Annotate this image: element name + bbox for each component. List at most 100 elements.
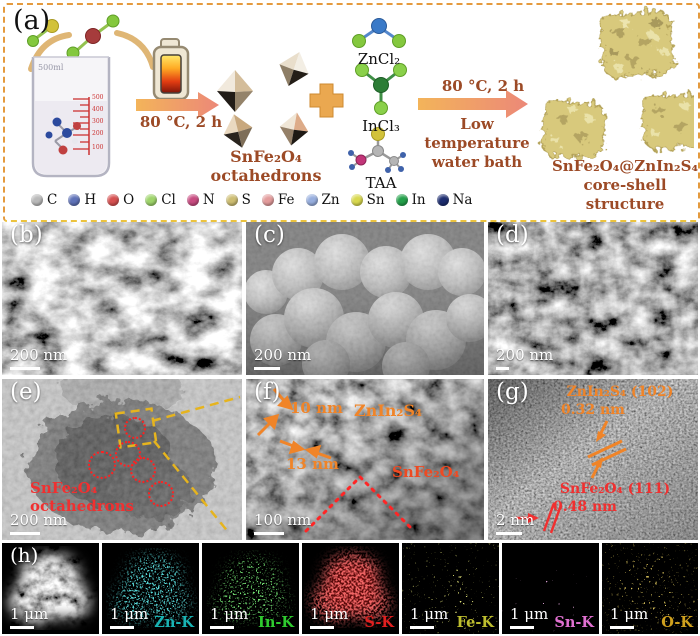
element-ball-icon	[31, 194, 43, 206]
scalebar-line	[254, 532, 284, 535]
eds-speckle-texture	[302, 543, 399, 634]
panel-e-tem-image: SnFe₂O₄ octahedrons (e) 200 nm	[2, 379, 242, 540]
stem-texture	[2, 543, 99, 634]
scalebar-line	[496, 367, 509, 370]
scalebar-text: 100 nm	[254, 511, 312, 530]
beaker-icon	[31, 56, 111, 178]
eds-map-in: 1 μm In-K	[202, 543, 299, 634]
scalebar-text: 2 nm	[496, 511, 535, 530]
panel-b-sem-image: (b) 200 nm	[2, 222, 242, 375]
water-bath-caption-line2: water bath	[431, 153, 523, 171]
lattice-mark-zn	[587, 420, 627, 479]
shell-thickness-10nm: 10 nm	[290, 399, 343, 417]
eds-map-zn: 1 μm Zn-K	[102, 543, 199, 634]
element-ball-icon	[350, 194, 363, 206]
legend-symbol: S	[241, 192, 251, 208]
beaker-tick: 500	[92, 94, 104, 101]
curved-arrow-icon	[114, 30, 156, 70]
product-core-shell-structures	[541, 10, 694, 159]
panel-g-scalebar: 2 nm	[496, 511, 535, 535]
legend-symbol: Sn	[366, 192, 385, 208]
element-ball-icon	[225, 194, 238, 206]
tile-scalebar: 1 μm	[10, 606, 48, 629]
eds-map-o: 1 μm O-K	[602, 543, 698, 634]
legend-symbol: Fe	[277, 192, 295, 208]
panel-e-scalebar: 200 nm	[10, 512, 67, 535]
zn-lattice-spacing: 0.32 nm	[561, 402, 625, 418]
scalebar-line	[254, 367, 280, 370]
beaker-tick: 400	[92, 106, 104, 113]
eds-map-s: 1 μm S-K	[302, 543, 399, 634]
panel-a-schematic: (a)	[3, 3, 700, 222]
panel-f-label: (f)	[254, 379, 281, 405]
octahedrons-icon	[217, 52, 309, 148]
scalebar-line	[610, 626, 634, 629]
tile-scalebar: 1 μm	[110, 606, 148, 629]
shell-thickness-arrows	[256, 388, 332, 460]
product-caption-line1: SnFe₂O₄@ZnIn₂S₄	[551, 157, 699, 175]
sem-texture	[488, 222, 698, 375]
panel-c-label: (c)	[254, 222, 285, 248]
panel-e-annotation-line2: octahedrons	[30, 497, 134, 515]
legend-item: C	[31, 192, 57, 208]
panel-a-label: (a)	[13, 5, 51, 36]
tem-texture	[246, 379, 484, 540]
panel-g-label: (g)	[496, 379, 529, 405]
element-map-label: O-K	[661, 614, 693, 631]
precursor-molecule-2-icon	[66, 14, 120, 60]
eds-speckle-texture	[602, 543, 698, 634]
tile-scalebar: 1 μm	[310, 605, 349, 629]
panel-c-sem-image: (c) 200 nm	[246, 222, 484, 375]
sn-lattice-spacing: 0.48 nm	[553, 499, 617, 515]
scalebar-text: 200 nm	[10, 346, 68, 365]
panel-f-scalebar: 100 nm	[254, 511, 312, 535]
element-map-label: S-K	[364, 614, 394, 631]
element-map-label: Zn-K	[154, 614, 194, 631]
legend-symbol: C	[47, 192, 58, 208]
legend-item: Fe	[261, 192, 295, 208]
scalebar-line	[310, 626, 334, 629]
legend-item: S	[225, 192, 251, 208]
legend-symbol: Na	[452, 192, 473, 208]
panel-b-label: (b)	[10, 222, 43, 248]
scalebar-line	[110, 626, 134, 629]
legend-item: In	[395, 192, 426, 208]
octahedron-marker-circle	[148, 481, 174, 507]
legend-item: H	[68, 192, 96, 208]
eds-speckle-texture	[402, 543, 499, 634]
zn-lattice-phase: ZnIn₂S₄ (102)	[566, 384, 674, 400]
shell-phase-label: ZnIn₂S₄	[354, 401, 422, 420]
scalebar-text: 1 μm	[210, 605, 249, 624]
sn-lattice-phase: SnFe₂O₄ (111)	[559, 481, 671, 497]
zncl2-label: ZnCl₂	[357, 50, 401, 68]
eds-speckle-texture	[502, 543, 599, 634]
panel-e-annotation: SnFe₂O₄ octahedrons	[30, 479, 140, 515]
panel-h-stem-image: (h) 1 μm	[2, 543, 99, 634]
scalebar-text: 1 μm	[610, 605, 649, 624]
reaction-2-conditions: 80 °C, 2 h	[441, 77, 525, 95]
element-ball-icon	[305, 194, 318, 206]
element-ball-icon	[436, 194, 449, 206]
incl3-molecule-icon	[355, 63, 407, 115]
tile-scalebar: 1 μm	[510, 606, 548, 629]
beaker-tick: 200	[92, 130, 104, 137]
element-ball-icon	[261, 194, 274, 206]
legend-symbol: Zn	[321, 192, 340, 208]
water-bath-caption-line1: Low temperature	[424, 115, 530, 152]
shell-thickness-13nm: 13 nm	[286, 455, 339, 473]
octahedrons-caption: SnFe₂O₄ octahedrons	[206, 147, 326, 185]
element-ball-icon	[186, 194, 199, 206]
scalebar-line	[10, 532, 40, 535]
element-map-label: Sn-K	[554, 614, 594, 631]
scalebar-line	[10, 367, 40, 370]
scalebar-line	[210, 626, 234, 629]
water-bath-caption: Low temperature water bath	[413, 115, 541, 172]
panel-d-scalebar: 200 nm	[496, 347, 553, 370]
tile-scalebar: 1 μm	[610, 605, 649, 629]
element-ball-icon	[107, 194, 120, 206]
taa-molecule-icon	[348, 127, 406, 173]
scalebar-text: 1 μm	[310, 605, 349, 624]
zoom-region-dashes	[114, 395, 241, 534]
product-caption: SnFe₂O₄@ZnIn₂S₄ core-shell structure	[550, 157, 700, 214]
zncl2-molecule-icon	[352, 18, 406, 48]
